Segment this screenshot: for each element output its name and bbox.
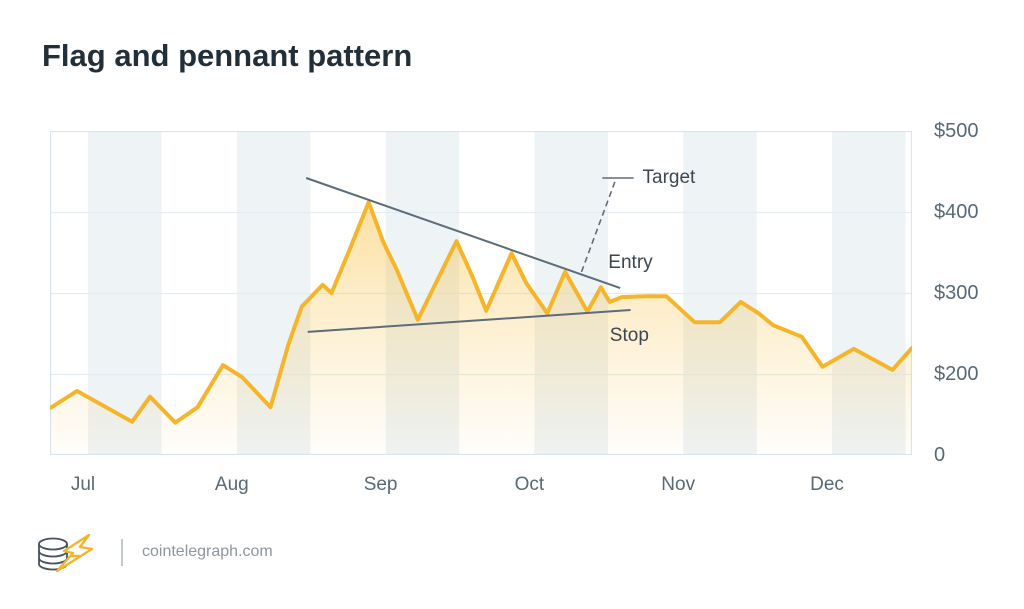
y-axis-label: $400 (934, 201, 979, 223)
footer-site-text: cointelegraph.com (142, 543, 273, 560)
footer-divider (121, 539, 123, 566)
x-axis-label: Oct (514, 474, 545, 495)
x-axis-label: Sep (363, 474, 398, 495)
x-axis-label: Dec (810, 474, 844, 495)
chart-plot: Target Entry Stop (50, 131, 912, 455)
x-axis-label: Jul (70, 474, 96, 495)
x-axis-label: Nov (661, 474, 696, 495)
x-axis-label: Aug (214, 474, 249, 495)
page-title: Flag and pennant pattern (42, 38, 413, 73)
chart: Target Entry Stop $500 $400 $300 $200 0 Jul Aug… (50, 120, 979, 495)
annotation-label-entry: Entry (608, 252, 653, 273)
y-axis-label: 0 (934, 444, 946, 466)
annotation-label-target: Target (643, 167, 697, 188)
upper-trendline (305, 177, 621, 290)
y-axis-label: $300 (934, 282, 979, 304)
cointelegraph-logo-icon (38, 534, 94, 572)
price-line (50, 200, 912, 425)
projection-dashed-line (580, 179, 617, 273)
price-area (50, 202, 912, 455)
y-axis-label: $200 (934, 363, 979, 385)
y-axis-label: $500 (934, 120, 979, 142)
footer: cointelegraph.com (0, 530, 1024, 590)
lower-trendline-stop (307, 309, 631, 333)
annotation-label-stop: Stop (610, 325, 649, 346)
